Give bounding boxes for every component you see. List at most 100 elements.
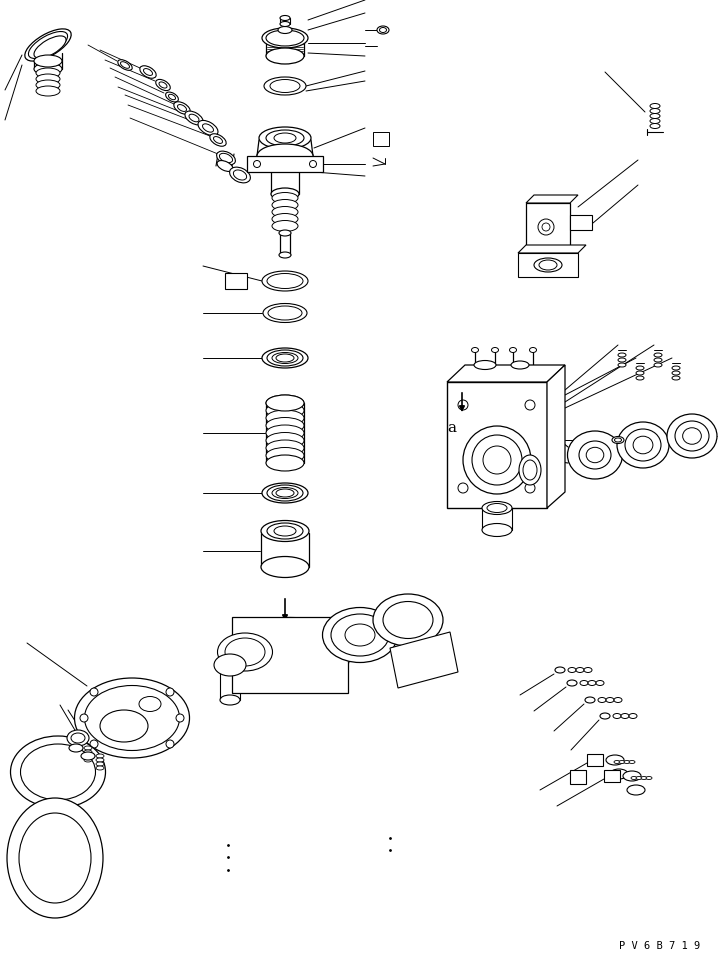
Ellipse shape	[84, 750, 92, 754]
Polygon shape	[547, 365, 565, 508]
Circle shape	[472, 435, 522, 485]
Circle shape	[310, 161, 316, 168]
Ellipse shape	[619, 761, 625, 764]
Ellipse shape	[36, 74, 60, 84]
Ellipse shape	[71, 733, 85, 743]
Circle shape	[458, 483, 468, 493]
Ellipse shape	[534, 258, 562, 272]
Ellipse shape	[613, 714, 621, 718]
Ellipse shape	[169, 94, 175, 100]
Polygon shape	[518, 253, 578, 277]
Ellipse shape	[621, 714, 629, 718]
Circle shape	[525, 400, 535, 410]
Ellipse shape	[576, 668, 584, 673]
Ellipse shape	[377, 26, 389, 34]
Ellipse shape	[280, 21, 290, 27]
Ellipse shape	[268, 306, 302, 320]
Ellipse shape	[34, 63, 62, 75]
Ellipse shape	[217, 151, 236, 165]
Circle shape	[525, 483, 535, 493]
Ellipse shape	[650, 113, 660, 119]
Ellipse shape	[271, 188, 299, 200]
Ellipse shape	[266, 432, 304, 448]
Bar	[604, 770, 620, 782]
Ellipse shape	[529, 348, 537, 353]
Ellipse shape	[139, 696, 161, 712]
Ellipse shape	[96, 754, 104, 758]
Ellipse shape	[675, 421, 709, 451]
Polygon shape	[518, 245, 586, 253]
Circle shape	[166, 688, 174, 696]
Ellipse shape	[650, 103, 660, 108]
Ellipse shape	[586, 447, 604, 463]
Ellipse shape	[276, 489, 294, 497]
Ellipse shape	[279, 252, 291, 258]
Ellipse shape	[214, 654, 246, 676]
Ellipse shape	[345, 624, 375, 646]
Ellipse shape	[654, 358, 662, 362]
Ellipse shape	[610, 769, 628, 779]
Ellipse shape	[198, 121, 218, 136]
Ellipse shape	[627, 785, 645, 795]
Ellipse shape	[614, 438, 622, 442]
Ellipse shape	[267, 523, 303, 539]
Polygon shape	[390, 632, 458, 688]
Ellipse shape	[618, 358, 626, 362]
Ellipse shape	[166, 92, 178, 102]
Ellipse shape	[266, 447, 304, 464]
Ellipse shape	[185, 111, 203, 125]
Ellipse shape	[261, 557, 309, 578]
Ellipse shape	[266, 395, 304, 411]
Ellipse shape	[650, 108, 660, 113]
Ellipse shape	[636, 366, 644, 370]
Ellipse shape	[646, 777, 652, 780]
Ellipse shape	[600, 713, 610, 719]
Ellipse shape	[267, 273, 303, 288]
Ellipse shape	[217, 161, 233, 171]
Ellipse shape	[491, 348, 499, 353]
Ellipse shape	[34, 55, 62, 67]
Ellipse shape	[217, 633, 273, 671]
Ellipse shape	[579, 441, 611, 469]
Ellipse shape	[96, 762, 104, 766]
Ellipse shape	[19, 813, 91, 903]
Circle shape	[328, 651, 336, 659]
Ellipse shape	[262, 348, 308, 368]
Ellipse shape	[67, 730, 89, 746]
Ellipse shape	[584, 668, 592, 673]
Ellipse shape	[614, 761, 620, 764]
Ellipse shape	[272, 220, 298, 232]
Ellipse shape	[262, 483, 308, 503]
Ellipse shape	[266, 425, 304, 441]
Ellipse shape	[373, 594, 443, 646]
Circle shape	[458, 400, 468, 410]
Ellipse shape	[383, 602, 433, 638]
Ellipse shape	[266, 418, 304, 434]
Ellipse shape	[331, 614, 389, 656]
Ellipse shape	[323, 607, 398, 663]
Ellipse shape	[279, 230, 291, 236]
Ellipse shape	[618, 363, 626, 367]
Ellipse shape	[568, 431, 622, 479]
Ellipse shape	[263, 304, 307, 323]
Ellipse shape	[266, 402, 304, 419]
Ellipse shape	[96, 758, 104, 762]
Ellipse shape	[266, 395, 304, 411]
Ellipse shape	[633, 436, 653, 454]
Ellipse shape	[272, 207, 298, 217]
Ellipse shape	[274, 526, 296, 536]
Polygon shape	[570, 215, 592, 230]
Ellipse shape	[270, 80, 300, 93]
Ellipse shape	[20, 744, 95, 800]
Polygon shape	[447, 365, 565, 382]
Ellipse shape	[266, 30, 304, 46]
Ellipse shape	[672, 371, 680, 375]
Bar	[225, 273, 247, 289]
Ellipse shape	[261, 520, 309, 541]
Circle shape	[254, 161, 260, 168]
Ellipse shape	[36, 86, 60, 96]
Ellipse shape	[225, 638, 265, 666]
Ellipse shape	[667, 414, 717, 458]
Bar	[373, 132, 389, 146]
Ellipse shape	[629, 714, 637, 718]
